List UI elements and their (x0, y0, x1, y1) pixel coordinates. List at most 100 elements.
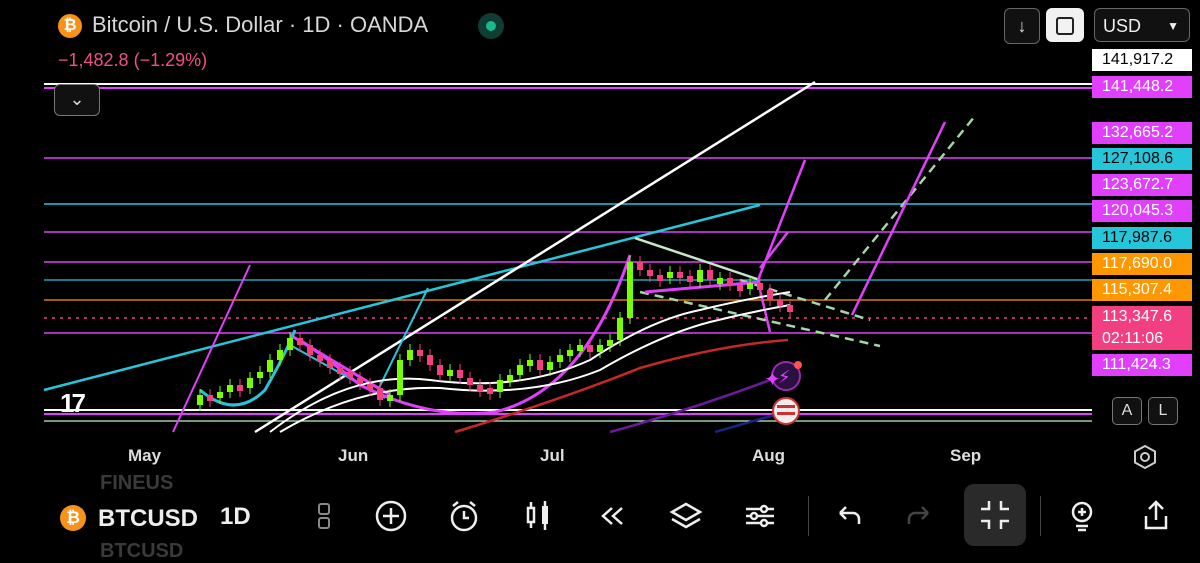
candle (617, 318, 623, 340)
layers-icon[interactable] (666, 496, 706, 536)
trend-line (43, 203, 761, 392)
price-label: 117,690.0 (1092, 253, 1192, 275)
trend-line (377, 287, 429, 391)
sparkle-icon: ✦ (764, 369, 781, 391)
candle (397, 360, 403, 395)
replay-icon[interactable] (592, 496, 632, 536)
share-icon[interactable] (1136, 496, 1176, 536)
price-label: 113,347.6 (1092, 306, 1192, 328)
trend-line (172, 264, 251, 433)
candle (307, 345, 313, 355)
chart-area[interactable]: ⚡ ✦ 17 ₿ Bitcoin / U.S. Dollar · 1D · OAN… (0, 0, 1200, 480)
bitcoin-logo-icon: ₿ (58, 14, 82, 38)
candle (737, 285, 743, 291)
price-label: 115,307.4 (1092, 279, 1192, 301)
price-label: 120,045.3 (1092, 200, 1192, 222)
tradingview-logo: 17 (60, 388, 86, 418)
event-marker (771, 361, 801, 391)
market-status-icon[interactable] (478, 13, 504, 39)
undo-icon[interactable] (828, 496, 868, 536)
candle (237, 385, 243, 391)
price-chart[interactable]: ⚡✦ (0, 0, 1092, 480)
symbol-button[interactable]: BTCUSD (98, 505, 198, 532)
x-axis-label: Sep (950, 446, 982, 465)
idea-icon[interactable] (1062, 496, 1102, 536)
bitcoin-logo-icon: ₿ (60, 505, 86, 531)
moving-average (269, 291, 791, 433)
chevron-down-icon[interactable]: ⌄ (54, 84, 100, 116)
trend-line (824, 115, 976, 301)
candle (217, 392, 223, 398)
candle (357, 378, 363, 384)
candle (697, 270, 703, 282)
candle (637, 262, 643, 270)
alert-icon[interactable] (444, 496, 484, 536)
candle (457, 370, 463, 378)
drag-handle-icon[interactable] (304, 496, 344, 536)
candle (367, 384, 373, 390)
toolbar-divider (808, 496, 809, 536)
candle (257, 372, 263, 378)
candle (447, 370, 453, 376)
candle (777, 300, 783, 306)
candle (597, 345, 603, 352)
us-flag-icon (777, 412, 795, 415)
us-flag-icon (777, 405, 795, 408)
candle (557, 355, 563, 362)
price-label: 141,448.2 (1092, 76, 1192, 98)
candle (527, 360, 533, 366)
candles-icon[interactable] (518, 496, 558, 536)
settings-sliders-icon[interactable] (740, 496, 780, 536)
redo-icon[interactable] (900, 496, 940, 536)
candle (467, 378, 473, 385)
candle (607, 340, 613, 346)
trend-line (254, 80, 816, 434)
trend-line (850, 121, 947, 316)
candle (577, 345, 583, 351)
x-axis-label: Jun (338, 446, 369, 465)
candle (377, 388, 383, 400)
x-axis-label: Jul (540, 446, 565, 465)
download-icon[interactable]: ↓ (1004, 8, 1040, 44)
candle (567, 350, 573, 356)
candle (277, 350, 283, 360)
candle (407, 350, 413, 360)
candle (227, 385, 233, 392)
ghost-symbol: BTCUSD (100, 540, 184, 562)
us-flag-icon (772, 397, 800, 425)
chevron-down-icon: ▼ (1167, 19, 1179, 33)
candle (537, 360, 543, 370)
moving-average (454, 338, 789, 434)
candle (347, 372, 353, 378)
ghost-symbol: FINEUS (100, 472, 174, 494)
candle (687, 276, 693, 282)
trend-line (634, 236, 761, 282)
moving-average (609, 378, 771, 434)
log-scale-button[interactable]: L (1148, 397, 1178, 425)
chart-settings-icon[interactable] (1132, 444, 1158, 470)
candle (727, 278, 733, 285)
candle (517, 365, 523, 375)
candle (587, 345, 593, 352)
price-label: 117,987.6 (1092, 227, 1192, 249)
candle (197, 395, 203, 405)
add-icon[interactable] (371, 496, 411, 536)
symbol-title[interactable]: Bitcoin / U.S. Dollar · 1D · OANDA (92, 12, 429, 37)
fullscreen-exit-icon[interactable] (964, 484, 1026, 546)
candle (477, 385, 483, 391)
candle (267, 360, 273, 372)
interval-button[interactable]: 1D (220, 503, 251, 530)
price-change: −1,482.8 (−1.29%) (58, 50, 208, 70)
x-axis-label: Aug (752, 446, 786, 465)
currency-selector[interactable]: USD ▼ (1094, 8, 1190, 42)
fit-screen-button[interactable] (1046, 8, 1084, 42)
candle (327, 360, 333, 368)
currency-value: USD (1103, 16, 1142, 36)
candle (647, 270, 653, 276)
candle (787, 305, 793, 312)
notification-dot (794, 361, 802, 369)
price-label: 141,917.2 (1092, 49, 1192, 71)
candle (297, 338, 303, 345)
candle (317, 355, 323, 361)
auto-scale-button[interactable]: A (1112, 397, 1142, 425)
